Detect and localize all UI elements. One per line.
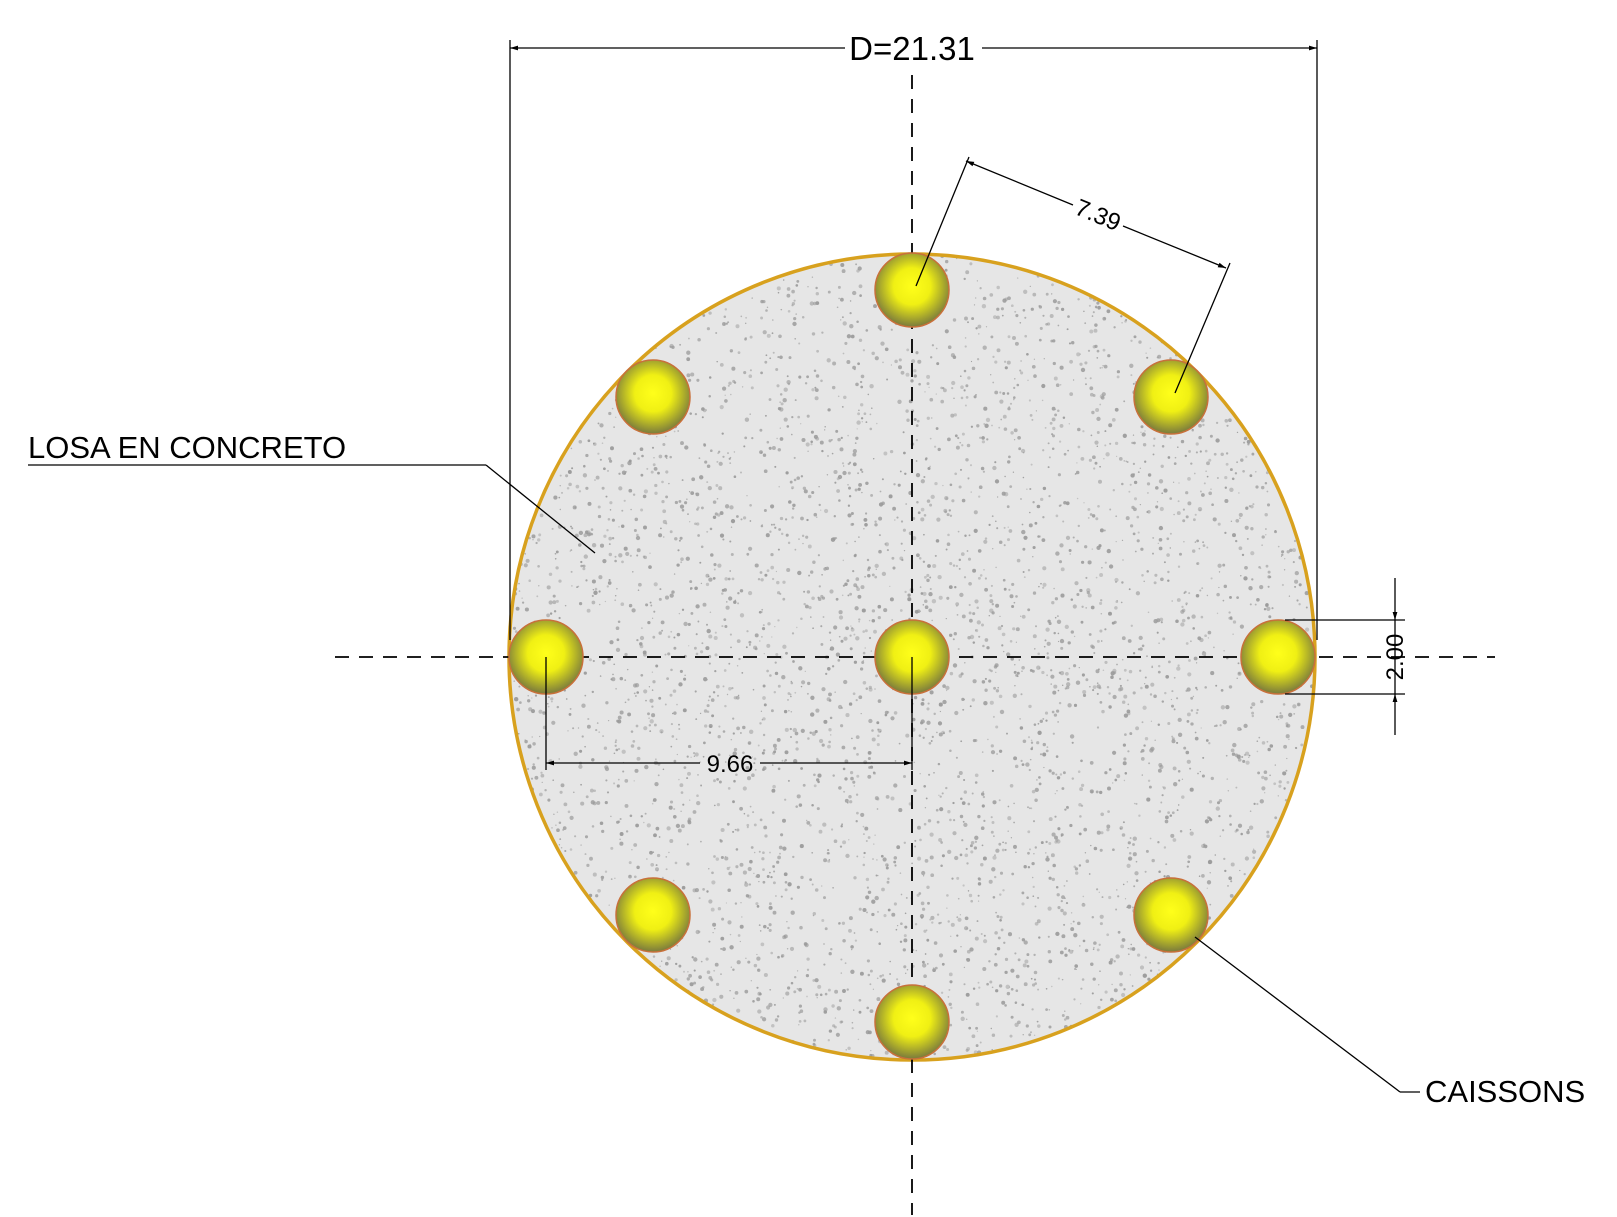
caisson-top-right [1133,359,1209,435]
spacing-dim-line-a [965,160,1074,206]
slab-label: LOSA EN CONCRETO [28,430,346,465]
caisson-bottom [874,984,950,1060]
caissons-leader [1194,936,1401,1093]
caisson-bottom-right [1133,877,1209,953]
caisson-right [1240,619,1316,695]
caissons-callout: CAISSONS [1194,936,1585,1109]
caissons-label: CAISSONS [1425,1074,1585,1109]
diameter-dimension: D=21.31 [509,30,1318,640]
slab-callout: LOSA EN CONCRETO [28,430,596,554]
diameter-label: D=21.31 [849,30,975,67]
caisson-top-left [615,359,691,435]
caisson-diameter-dimension: 2.00 [1285,578,1409,735]
radius-dimension: 9.66 [545,657,913,778]
caisson-diameter-label: 2.00 [1382,634,1409,681]
caisson-top [874,252,950,328]
spacing-dim-line-b [1122,225,1227,269]
radius-label: 9.66 [707,751,754,778]
spacing-label: 7.39 [1071,194,1124,237]
slab-leader [485,464,596,554]
spacing-ext-2 [1174,262,1231,394]
spacing-ext-1 [915,156,970,287]
caisson-bottom-left [615,877,691,953]
